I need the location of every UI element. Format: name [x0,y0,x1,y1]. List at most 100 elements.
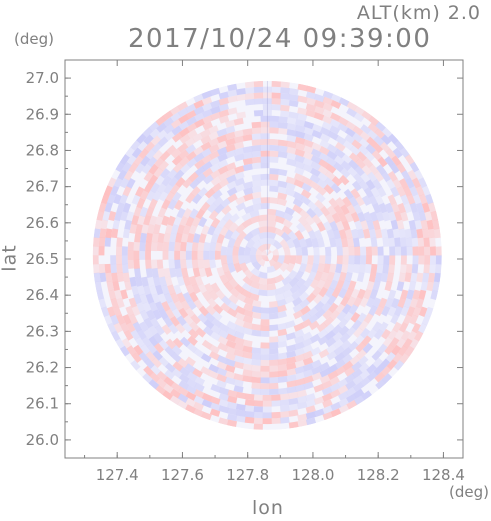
positive-cell [350,288,360,300]
negative-cell [372,202,382,214]
negative-cell [233,385,244,393]
negative-cell [226,174,237,184]
negative-cell [321,301,332,313]
negative-cell [295,246,303,256]
negative-cell [315,308,326,319]
positive-cell [409,314,419,326]
negative-cell [235,409,246,417]
negative-cell [339,332,351,344]
negative-cell [353,203,363,215]
positive-cell [170,381,182,392]
positive-cell [120,289,129,300]
negative-cell [218,103,229,112]
positive-cell [267,220,277,228]
positive-cell [305,97,317,106]
negative-cell [212,189,223,200]
negative-cell [344,373,356,384]
positive-cell [387,194,397,205]
negative-cell [234,183,246,193]
positive-cell [302,350,314,360]
negative-cell [157,136,169,147]
positive-cell [260,383,270,390]
negative-cell [102,210,111,221]
negative-cell [194,166,206,177]
positive-cell [208,131,219,141]
positive-cell [330,99,342,109]
negative-cell [164,130,176,142]
positive-cell [195,327,207,338]
negative-cell [186,371,198,382]
positive-cell [352,125,364,136]
negative-cell [142,301,152,313]
positive-cell [242,339,253,348]
negative-cell [387,306,397,317]
positive-cell [194,118,205,129]
negative-cell [163,117,174,128]
negative-cell [243,187,254,196]
negative-cell [139,206,149,218]
positive-cell [185,283,195,295]
positive-cell [217,342,228,352]
negative-cell [243,231,254,242]
negative-cell [178,373,190,384]
negative-cell [324,255,332,265]
positive-cell [161,300,171,312]
positive-cell [125,305,135,317]
negative-cell [156,122,167,133]
negative-cell [193,106,205,116]
negative-cell [136,329,147,340]
positive-cell [294,353,305,363]
positive-cell [267,283,277,291]
positive-cell [223,281,234,292]
y-tick-label: 26.9 [26,105,59,123]
negative-cell [171,191,182,203]
positive-cell [260,139,270,146]
negative-cell [249,209,260,218]
negative-cell [260,133,270,140]
negative-cell [213,196,224,207]
positive-cell [317,165,329,176]
negative-cell [374,194,385,206]
negative-cell [359,369,371,380]
positive-cell [235,292,247,303]
negative-cell [243,205,254,214]
y-tick-label: 26.0 [26,431,59,449]
positive-cell [243,193,254,202]
positive-cell [260,324,270,332]
y-tick-label: 26.1 [26,395,59,413]
positive-cell [391,155,402,167]
negative-cell [360,172,371,184]
negative-cell [169,267,177,278]
negative-cell [110,185,119,197]
positive-cell [323,263,331,274]
negative-cell [302,157,314,167]
positive-cell [123,329,134,341]
negative-cell [324,177,335,188]
positive-cell [353,296,363,308]
positive-cell [379,141,391,153]
negative-cell [286,386,297,394]
negative-cell [356,272,365,283]
positive-cell [209,344,220,354]
negative-cell [366,363,377,375]
positive-cell [403,186,413,197]
negative-cell [252,240,262,250]
negative-cell [137,140,148,152]
positive-cell [149,215,158,226]
positive-cell [133,344,144,356]
positive-cell [314,99,325,109]
negative-cell [393,360,405,371]
negative-cell [313,255,320,265]
positive-cell [316,221,326,232]
positive-cell [346,203,357,215]
positive-cell [243,296,254,306]
negative-cell [251,388,261,395]
positive-cell [404,154,415,165]
positive-cell [396,337,407,349]
negative-cell [338,397,350,408]
negative-cell [126,177,136,189]
positive-cell [251,323,262,331]
negative-cell [249,286,260,296]
positive-cell [127,250,134,260]
negative-cell [139,250,146,260]
